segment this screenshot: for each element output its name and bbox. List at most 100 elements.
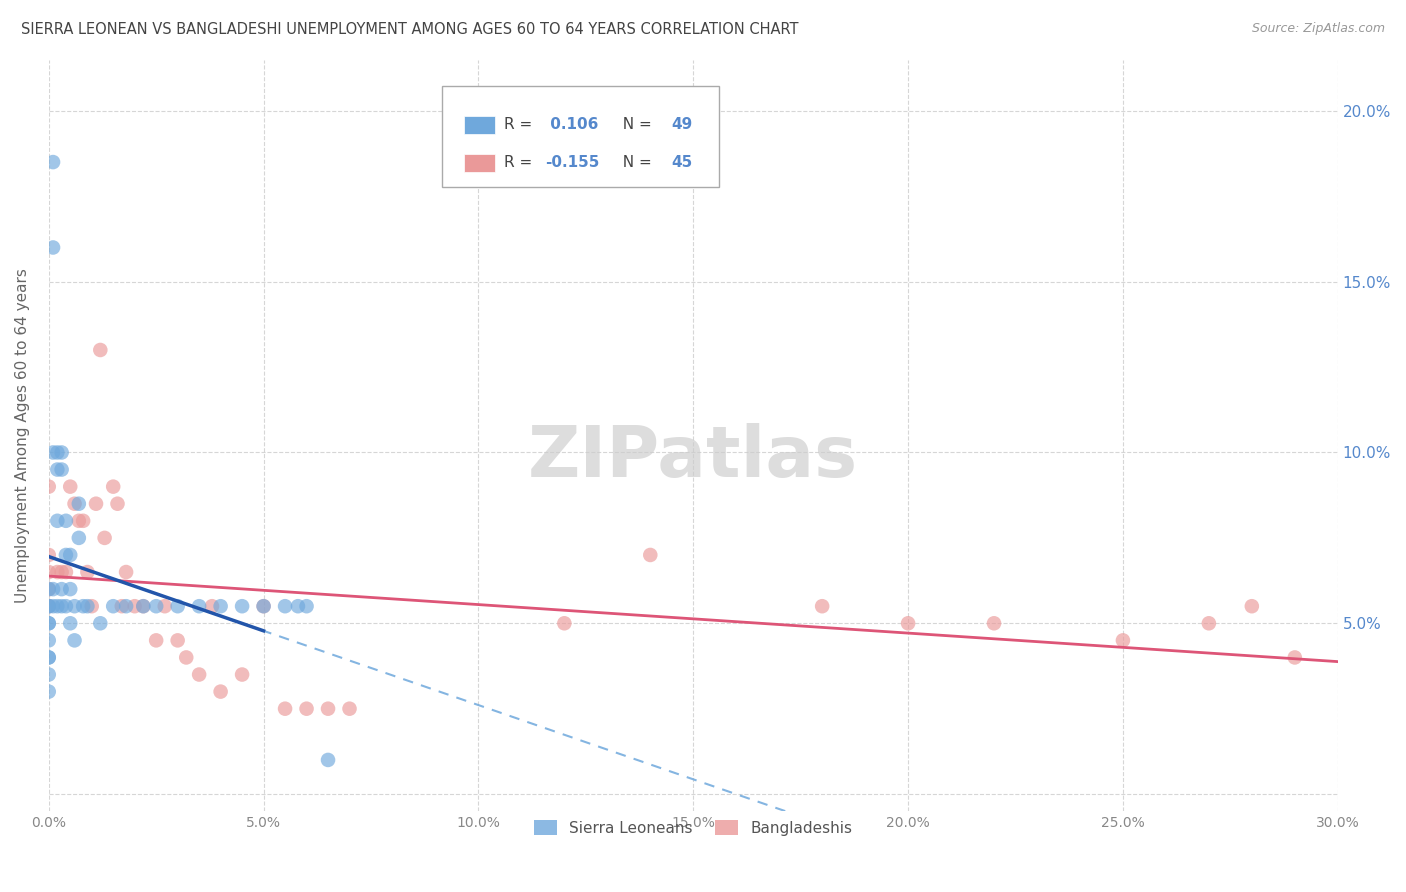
Point xyxy=(38,650,60,665)
Point xyxy=(111,599,134,614)
Point xyxy=(231,599,253,614)
Point xyxy=(132,599,155,614)
Point xyxy=(188,667,211,681)
Point xyxy=(231,667,253,681)
Point xyxy=(59,616,82,631)
Point xyxy=(38,565,60,579)
Point xyxy=(72,599,94,614)
Point xyxy=(103,480,125,494)
Point xyxy=(63,599,86,614)
Text: SIERRA LEONEAN VS BANGLADESHI UNEMPLOYMENT AMONG AGES 60 TO 64 YEARS CORRELATION: SIERRA LEONEAN VS BANGLADESHI UNEMPLOYME… xyxy=(21,22,799,37)
Point xyxy=(897,616,920,631)
Point xyxy=(811,599,834,614)
Point xyxy=(983,616,1005,631)
Point xyxy=(295,599,318,614)
Point xyxy=(42,582,65,596)
Point xyxy=(38,633,60,648)
Point xyxy=(38,684,60,698)
Point xyxy=(1112,633,1135,648)
Point xyxy=(59,582,82,596)
Point xyxy=(201,599,224,614)
Point xyxy=(252,599,274,614)
Point xyxy=(46,445,69,459)
Point xyxy=(103,599,125,614)
Point xyxy=(38,599,60,614)
Point xyxy=(51,582,73,596)
Point xyxy=(153,599,176,614)
Text: 0.106: 0.106 xyxy=(546,117,599,132)
Point xyxy=(38,480,60,494)
Point xyxy=(209,599,232,614)
Point xyxy=(115,599,138,614)
FancyBboxPatch shape xyxy=(441,86,718,187)
Point xyxy=(166,599,188,614)
Point xyxy=(93,531,115,545)
Point xyxy=(55,548,77,562)
Point xyxy=(107,497,129,511)
Point xyxy=(46,514,69,528)
Point xyxy=(1198,616,1220,631)
Point xyxy=(67,497,90,511)
Point xyxy=(316,702,339,716)
Point xyxy=(174,650,197,665)
Point xyxy=(55,599,77,614)
Point xyxy=(316,753,339,767)
Point xyxy=(46,599,69,614)
Point xyxy=(38,667,60,681)
Point xyxy=(274,702,297,716)
Point xyxy=(42,155,65,169)
Point xyxy=(76,565,98,579)
Point xyxy=(640,548,662,562)
FancyBboxPatch shape xyxy=(464,153,495,171)
Point xyxy=(59,548,82,562)
Point xyxy=(166,633,188,648)
Point xyxy=(132,599,155,614)
Point xyxy=(124,599,146,614)
Point xyxy=(209,684,232,698)
Y-axis label: Unemployment Among Ages 60 to 64 years: Unemployment Among Ages 60 to 64 years xyxy=(15,268,30,603)
Point xyxy=(42,445,65,459)
Point xyxy=(38,548,60,562)
Point xyxy=(51,445,73,459)
Point xyxy=(80,599,103,614)
Point xyxy=(51,462,73,476)
Text: Source: ZipAtlas.com: Source: ZipAtlas.com xyxy=(1251,22,1385,36)
Point xyxy=(295,702,318,716)
Point xyxy=(59,480,82,494)
Point xyxy=(1240,599,1263,614)
Point xyxy=(339,702,361,716)
Text: 45: 45 xyxy=(671,155,693,170)
Point xyxy=(553,616,575,631)
FancyBboxPatch shape xyxy=(464,116,495,134)
Point xyxy=(145,633,167,648)
Point xyxy=(51,565,73,579)
Point xyxy=(76,599,98,614)
Point xyxy=(252,599,274,614)
Point xyxy=(72,514,94,528)
Point xyxy=(38,582,60,596)
Point xyxy=(63,497,86,511)
Point xyxy=(46,565,69,579)
Point xyxy=(287,599,309,614)
Point xyxy=(51,599,73,614)
Point xyxy=(145,599,167,614)
Text: N =: N = xyxy=(613,117,657,132)
Point xyxy=(115,565,138,579)
Point xyxy=(1284,650,1306,665)
Point xyxy=(38,599,60,614)
Point xyxy=(84,497,107,511)
Point xyxy=(63,633,86,648)
Point xyxy=(38,582,60,596)
Text: ZIPatlas: ZIPatlas xyxy=(529,424,858,492)
Point xyxy=(55,514,77,528)
Point xyxy=(38,599,60,614)
Point xyxy=(55,565,77,579)
Point xyxy=(42,240,65,254)
Point xyxy=(274,599,297,614)
Point xyxy=(67,531,90,545)
Point xyxy=(38,650,60,665)
Point xyxy=(46,462,69,476)
Point xyxy=(89,343,111,357)
Text: 49: 49 xyxy=(671,117,693,132)
Text: -0.155: -0.155 xyxy=(546,155,599,170)
